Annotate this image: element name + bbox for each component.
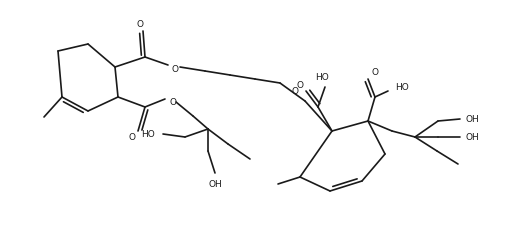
Text: HO: HO <box>315 72 329 81</box>
Text: O: O <box>170 98 177 107</box>
Text: O: O <box>372 67 379 76</box>
Text: OH: OH <box>465 115 479 124</box>
Text: HO: HO <box>395 82 409 91</box>
Text: OH: OH <box>465 132 479 141</box>
Text: O: O <box>172 64 179 73</box>
Text: O: O <box>297 80 303 89</box>
Text: O: O <box>137 19 143 28</box>
Text: OH: OH <box>208 180 222 188</box>
Text: O: O <box>292 86 298 96</box>
Text: O: O <box>128 132 136 141</box>
Text: HO: HO <box>141 129 155 138</box>
